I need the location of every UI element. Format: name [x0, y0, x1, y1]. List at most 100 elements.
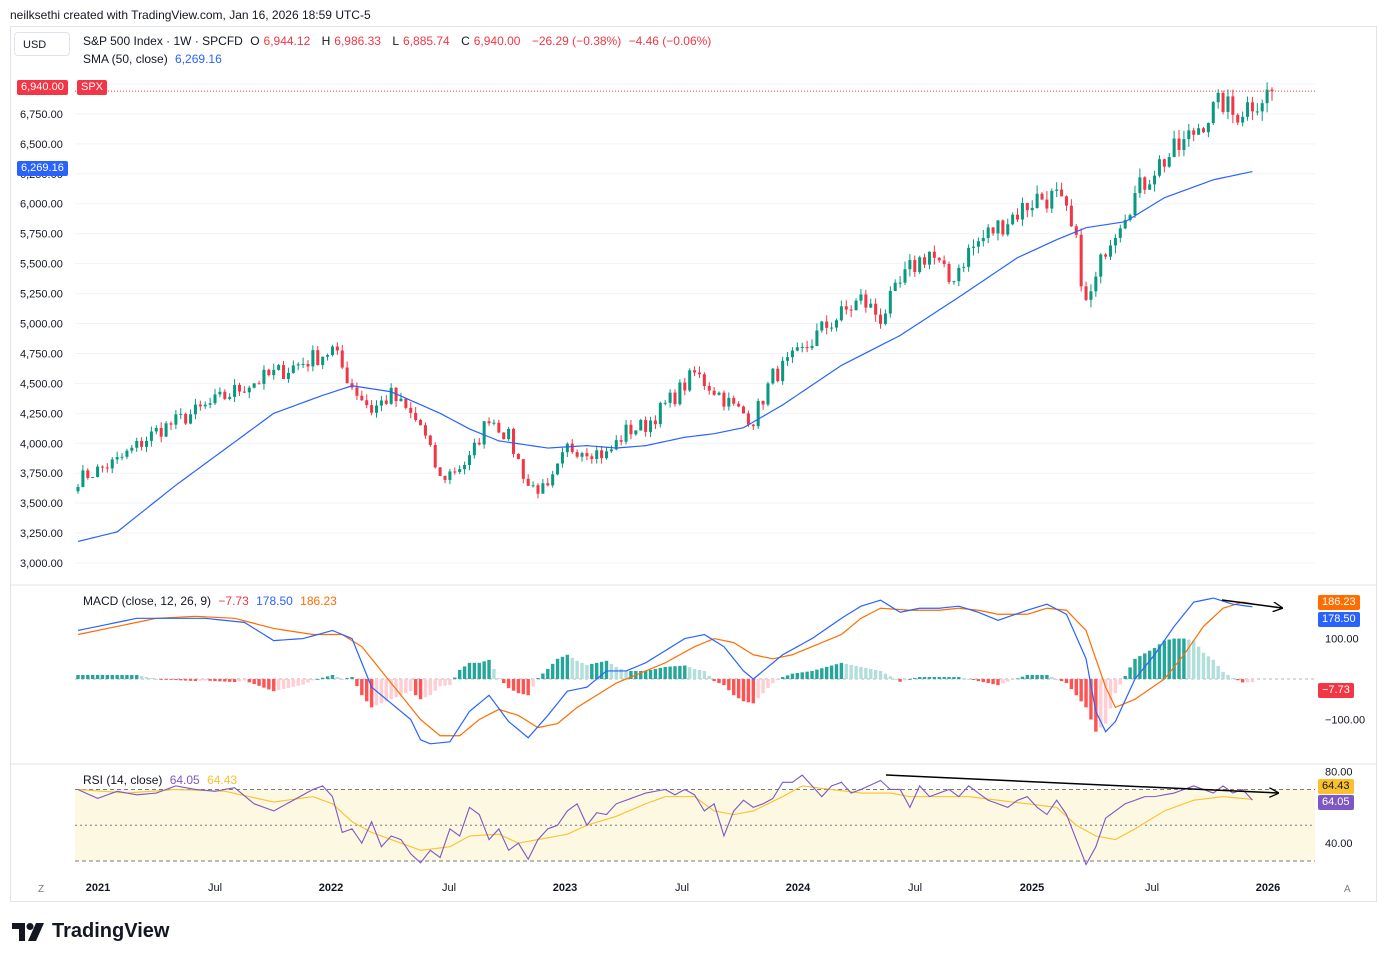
candle: [756, 398, 760, 429]
macd-histogram-bar: [864, 667, 868, 680]
macd-histogram-bar: [267, 679, 271, 690]
macd-histogram-bar: [526, 679, 530, 696]
candle: [1016, 208, 1020, 223]
rsi-legend[interactable]: RSI (14, close) 64.05 64.43: [83, 773, 241, 787]
zoom-reset-button[interactable]: Z: [38, 884, 45, 895]
macd-histogram-bar: [570, 657, 574, 680]
candle: [820, 320, 824, 333]
price-legend[interactable]: S&P 500 Index · 1W · SPCFD O 6,944.12 H 6,…: [83, 34, 715, 48]
macd-histogram-bar: [404, 679, 408, 694]
candle: [751, 424, 755, 430]
macd-histogram-bar: [252, 679, 256, 685]
chart-frame[interactable]: [10, 26, 1377, 902]
macd-histogram-bar: [516, 679, 521, 694]
macd-histogram-bar: [1035, 675, 1039, 680]
candle: [1270, 87, 1274, 101]
auto-scale-button[interactable]: A: [1344, 884, 1351, 895]
candle: [306, 360, 310, 372]
candle: [888, 286, 892, 318]
candle: [311, 345, 315, 372]
candle: [100, 465, 104, 473]
macd-histogram-bar: [340, 679, 344, 680]
candle: [996, 220, 1000, 241]
candle: [839, 300, 843, 322]
candle: [805, 340, 809, 353]
price-pane: [75, 82, 1315, 543]
rsi-axis-tick: 40.00: [1325, 838, 1353, 850]
candle: [1197, 123, 1201, 135]
rsi-trend-arrow: [885, 774, 1278, 793]
macd-histogram-bar: [1128, 667, 1132, 680]
macd-histogram-bar: [766, 679, 770, 689]
macd-histogram-bar: [472, 662, 477, 680]
macd-histogram-bar: [966, 679, 971, 680]
candle: [120, 453, 124, 461]
macd-histogram-bar: [976, 679, 981, 682]
macd-legend[interactable]: MACD (close, 12, 26, 9) −7.73 178.50 186…: [83, 594, 341, 608]
macd-histogram-bar: [90, 675, 95, 680]
price-axis-tick: 4,250.00: [20, 408, 63, 420]
candle: [282, 360, 286, 380]
candle: [585, 448, 589, 461]
candle: [487, 417, 491, 426]
price-axis-tick: 6,750.00: [20, 109, 63, 121]
candle: [365, 394, 369, 409]
price-axis-tick: 5,250.00: [20, 289, 63, 301]
candle: [419, 418, 423, 426]
macd-histogram-bar: [276, 679, 281, 691]
candle: [1025, 202, 1029, 218]
price-axis-tick: 3,750.00: [20, 468, 63, 480]
macd-histogram-bar: [497, 678, 501, 680]
macd-histogram-bar: [144, 677, 149, 680]
macd-histogram-bar: [673, 666, 677, 680]
candle: [600, 446, 604, 464]
candle: [516, 453, 520, 460]
candle: [409, 402, 413, 419]
close-value: C 6,940.00: [461, 34, 521, 48]
candle: [942, 255, 946, 268]
macd-histogram-bar: [639, 670, 643, 680]
macd-histogram-bar: [120, 675, 124, 680]
macd-histogram-bar: [130, 675, 134, 680]
candle: [1133, 185, 1137, 218]
macd-signal-value: 186.23: [300, 594, 337, 608]
macd-histogram-bar: [1147, 650, 1152, 680]
macd-histogram-bar: [1167, 639, 1171, 680]
open-value: O 6,944.12: [250, 34, 311, 48]
currency-button[interactable]: USD: [14, 32, 70, 56]
macd-histogram-bar: [110, 675, 114, 680]
macd-histogram-bar: [604, 660, 609, 680]
candle: [1089, 284, 1093, 308]
macd-histogram-bar: [1010, 679, 1015, 681]
macd-histogram-bar: [1216, 665, 1220, 680]
macd-histogram-bar: [281, 679, 286, 689]
candle: [1035, 185, 1039, 209]
candle: [879, 308, 883, 329]
candle: [1074, 223, 1078, 239]
macd-histogram-bar: [903, 679, 907, 681]
macd-value: 178.50: [256, 594, 293, 608]
candle: [1079, 228, 1083, 292]
sma-legend[interactable]: SMA (50, close) 6,269.16: [83, 52, 226, 66]
candle: [771, 367, 775, 385]
macd-histogram-bar: [898, 679, 902, 682]
macd-histogram-bar: [746, 679, 751, 703]
macd-histogram-bar: [1113, 679, 1118, 694]
macd-histogram-bar: [712, 679, 716, 682]
macd-histogram-bar: [800, 672, 804, 680]
candle: [658, 401, 662, 428]
macd-histogram-bar: [565, 654, 570, 680]
macd-histogram-bar: [697, 669, 702, 680]
candle: [1084, 281, 1088, 302]
candle: [1162, 158, 1166, 173]
macd-histogram-bar: [692, 668, 697, 680]
candle: [668, 389, 672, 408]
candle: [189, 409, 193, 425]
candle: [781, 356, 785, 385]
macd-histogram-bar: [771, 679, 775, 684]
macd-histogram-bar: [981, 679, 985, 683]
candle: [472, 438, 476, 459]
candle: [874, 298, 878, 322]
rsi-ma-value: 64.43: [207, 773, 238, 787]
